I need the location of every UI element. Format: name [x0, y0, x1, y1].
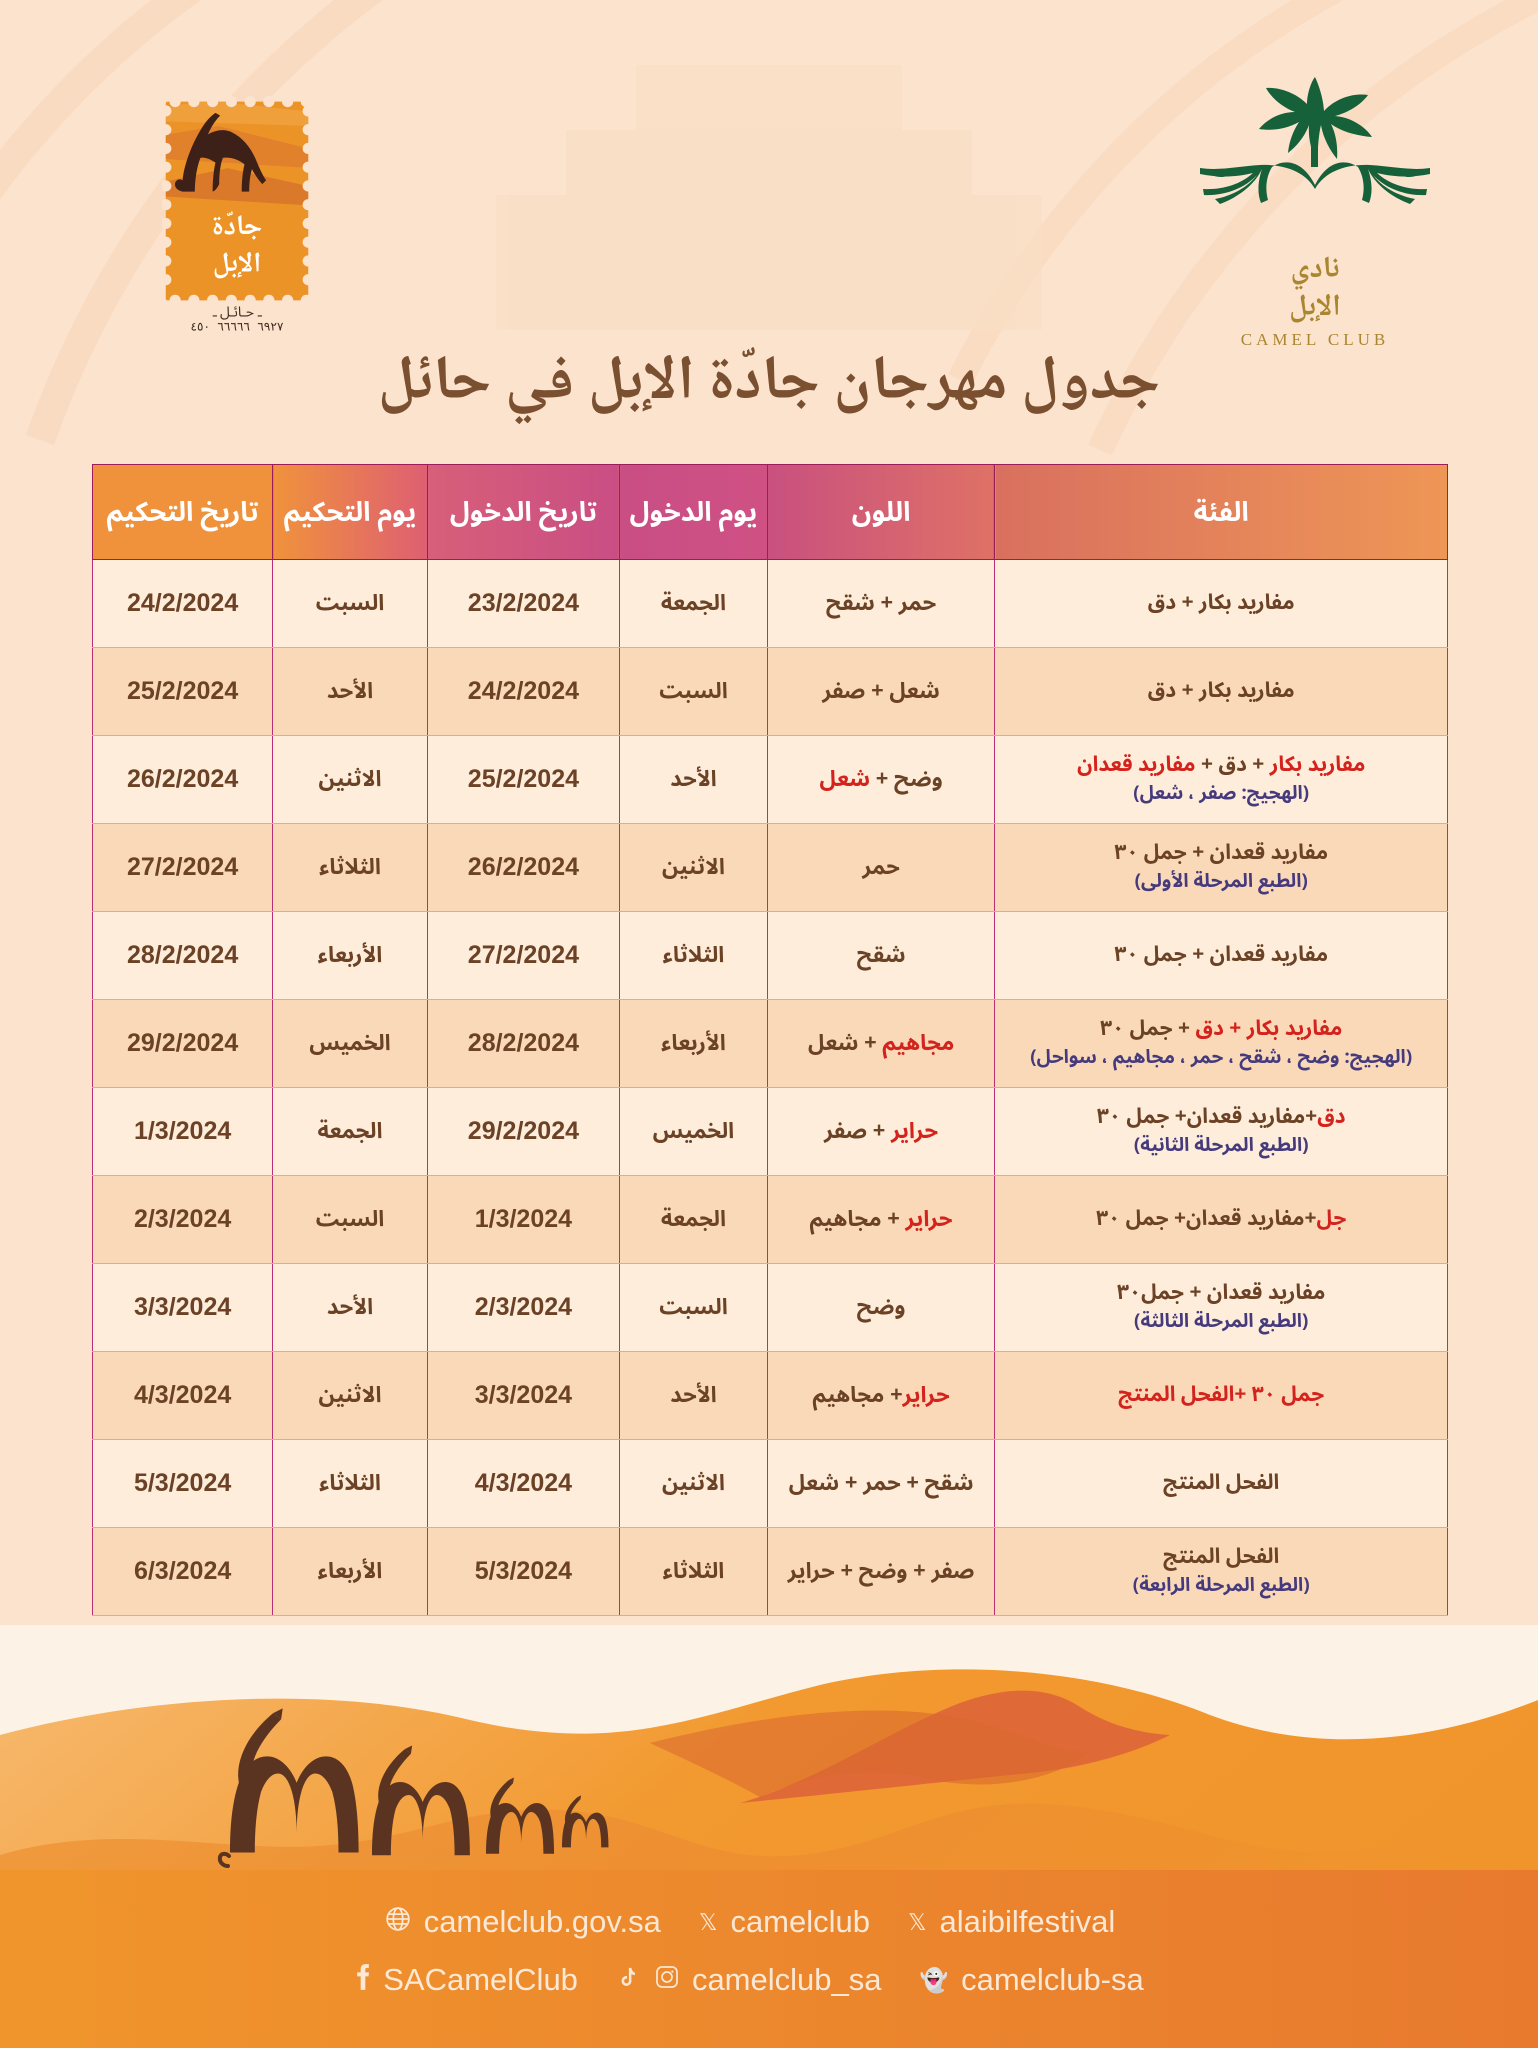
- svg-text:الإبل: الإبل: [213, 241, 261, 289]
